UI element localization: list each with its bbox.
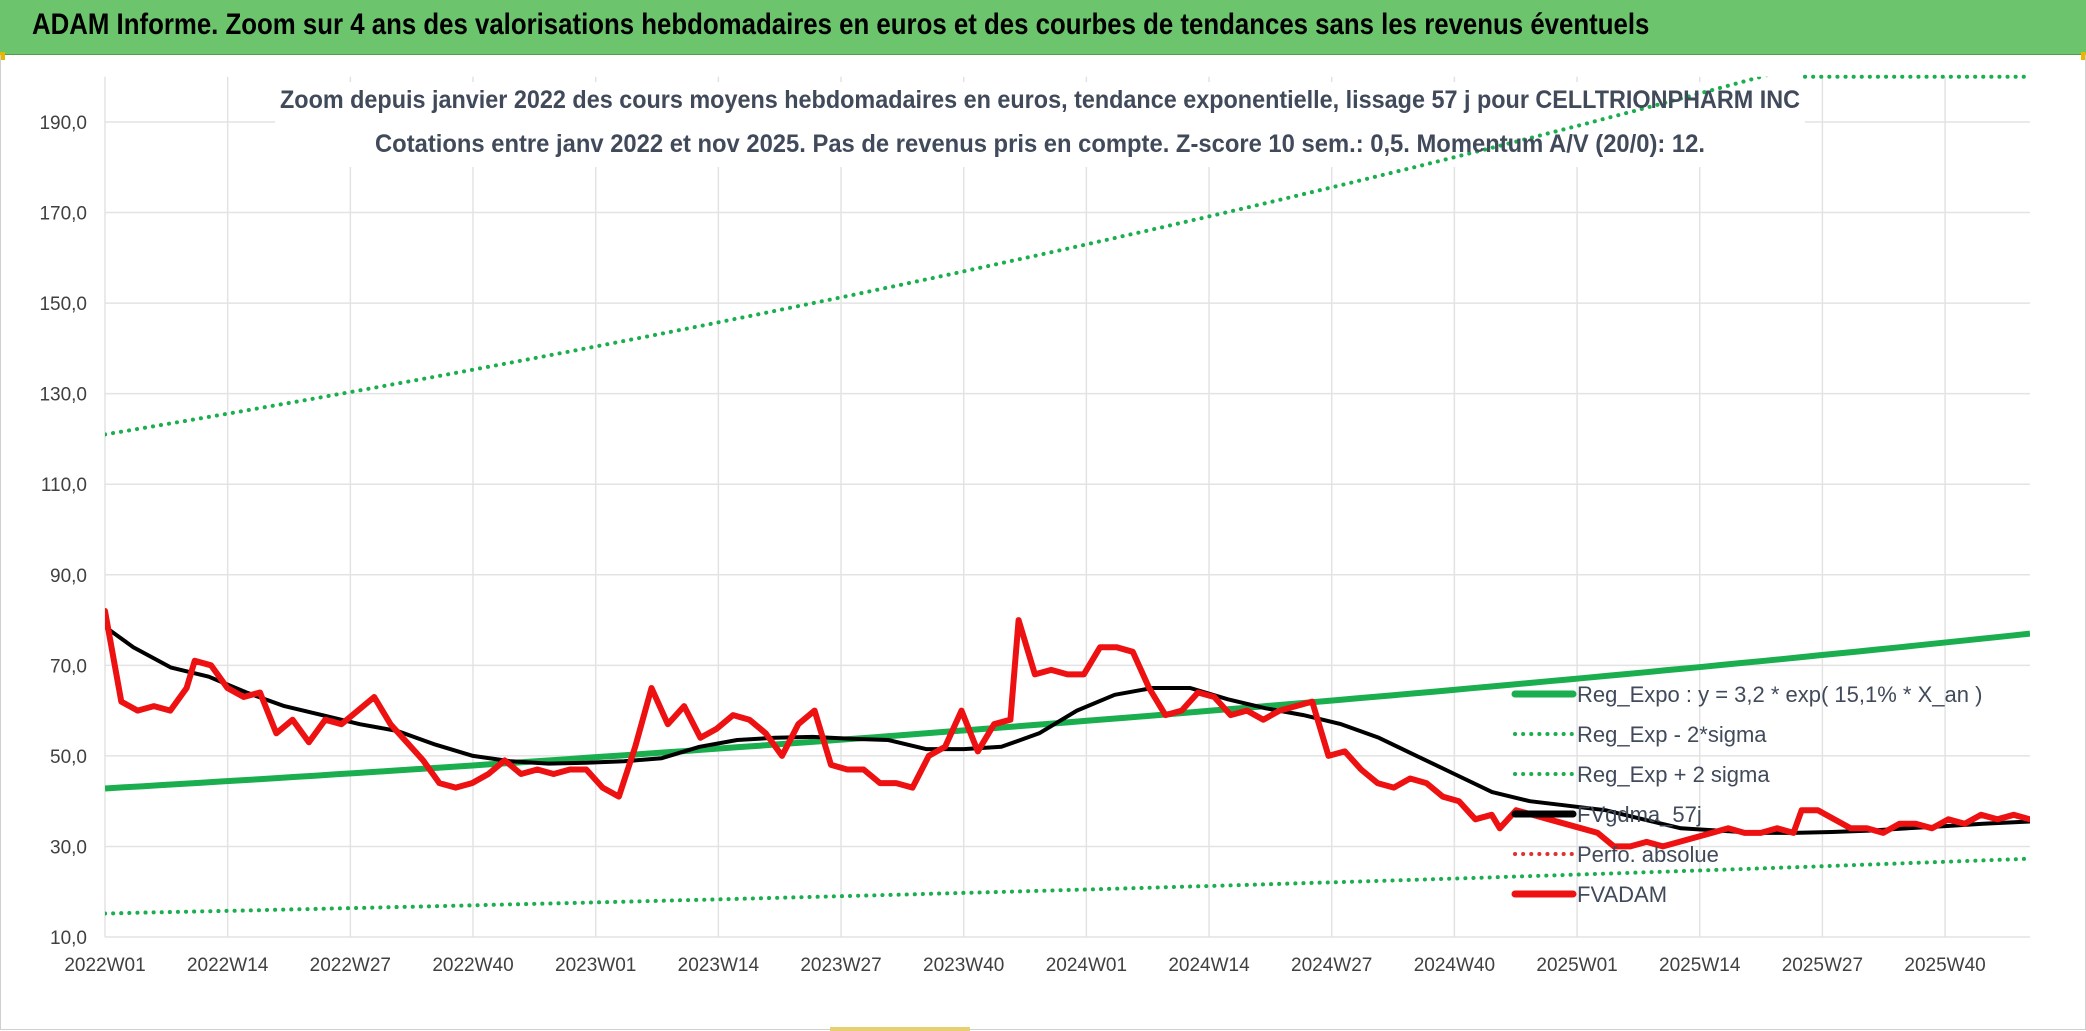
x-tick-label: 2024W40 <box>1414 955 1495 976</box>
chart-subtitle: Cotations entre janv 2022 et nov 2025. P… <box>375 130 1705 158</box>
y-axis-tick-labels: 10,0 30,0 50,0 70,0 90,0 110,0 130,0 150,0 170,0… <box>39 113 87 949</box>
legend-entry: FVADAM <box>1577 882 1667 907</box>
legend-entry: Reg_Exp + 2 sigma <box>1577 762 1770 787</box>
y-tick-label: 30,0 <box>50 837 87 858</box>
x-axis-tick-labels: 2022W01 2022W14 2022W27 2022W40 2023W01 2023W… <box>64 955 1985 976</box>
series-moving-average <box>105 625 2030 835</box>
y-tick-label: 190,0 <box>39 113 87 134</box>
series-lines <box>105 74 2032 916</box>
y-tick-label: 90,0 <box>50 566 87 587</box>
x-tick-label: 2022W27 <box>310 955 391 976</box>
report-banner: ADAM Informe. Zoom sur 4 ans des valoris… <box>0 0 2086 55</box>
legend-entry: Perfo. absolue <box>1577 842 1719 867</box>
legend-entry: Reg_Exp - 2*sigma <box>1577 722 1767 747</box>
y-tick-label: 130,0 <box>39 385 87 406</box>
x-tick-label: 2024W14 <box>1168 955 1250 976</box>
y-tick-label: 150,0 <box>39 294 87 315</box>
series-lower-band <box>105 856 2030 916</box>
corner-mark-right <box>2081 52 2086 60</box>
report-title: ADAM Informe. Zoom sur 4 ans des valoris… <box>32 8 1650 41</box>
y-tick-label: 70,0 <box>50 656 87 677</box>
x-tick-label: 2025W14 <box>1659 955 1741 976</box>
x-tick-label: 2025W01 <box>1536 955 1617 976</box>
x-tick-label: 2024W01 <box>1046 955 1127 976</box>
legend-entry: Reg_Expo : y = 3,2 * exp( 15,1% * X_an ) <box>1577 682 1982 707</box>
x-tick-label: 2023W27 <box>800 955 881 976</box>
series-group <box>105 76 2030 916</box>
x-tick-label: 2022W14 <box>187 955 269 976</box>
title-backdrop <box>275 82 1805 167</box>
gridlines <box>104 76 2030 938</box>
y-tick-label: 110,0 <box>41 475 87 496</box>
x-tick-label: 2023W01 <box>555 955 636 976</box>
series-upper-band <box>105 76 1769 437</box>
legend: Reg_Expo : y = 3,2 * exp( 15,1% * X_an )… <box>1511 682 1982 907</box>
corner-mark-left <box>0 52 5 60</box>
bottom-mark <box>830 1027 970 1031</box>
y-tick-label: 170,0 <box>39 204 87 225</box>
x-tick-label: 2023W14 <box>678 955 760 976</box>
legend-entry: FVgdma_57j <box>1577 802 1702 827</box>
y-tick-label: 50,0 <box>50 747 87 768</box>
x-tick-label: 2022W40 <box>432 955 513 976</box>
x-tick-label: 2025W40 <box>1904 955 1985 976</box>
x-tick-label: 2022W01 <box>64 955 145 976</box>
x-tick-label: 2025W27 <box>1782 955 1863 976</box>
y-tick-label: 10,0 <box>50 928 87 949</box>
chart-title: Zoom depuis janvier 2022 des cours moyen… <box>280 86 1800 114</box>
x-tick-label: 2024W27 <box>1291 955 1372 976</box>
series-price <box>105 608 2030 850</box>
x-tick-label: 2023W40 <box>923 955 1004 976</box>
